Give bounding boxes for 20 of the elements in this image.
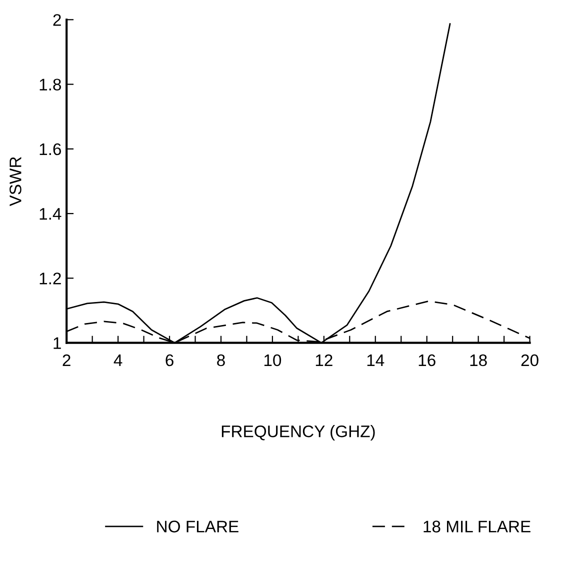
- y-tick-label: 1.4: [40, 208, 62, 220]
- x-tick-label: 20: [521, 354, 538, 366]
- legend-label: 18 MIL FLARE: [424, 520, 530, 532]
- x-tick-label: 4: [114, 354, 122, 366]
- x-tick-label: 16: [418, 354, 436, 366]
- y-tick-label: 1.2: [40, 272, 61, 284]
- x-tick-label: 2: [62, 354, 70, 366]
- x-tick-label: 14: [367, 354, 384, 366]
- y-axis-title: VSWR: [10, 157, 22, 206]
- x-tick-label: 18: [470, 354, 487, 366]
- x-axis-title: FREQUENCY (GHZ): [222, 425, 375, 441]
- y-tick-label: 1.8: [40, 78, 61, 91]
- x-tick-label: 12: [316, 354, 332, 366]
- x-tick-label: 10: [264, 354, 282, 366]
- y-tick-label: 1.6: [40, 143, 61, 156]
- y-tick-label: 1: [54, 337, 61, 349]
- x-tick-label: 6: [166, 354, 174, 366]
- y-tick-label: 2: [53, 14, 61, 26]
- x-tick-label: 8: [217, 354, 225, 366]
- legend-label: NO FLARE: [157, 520, 238, 532]
